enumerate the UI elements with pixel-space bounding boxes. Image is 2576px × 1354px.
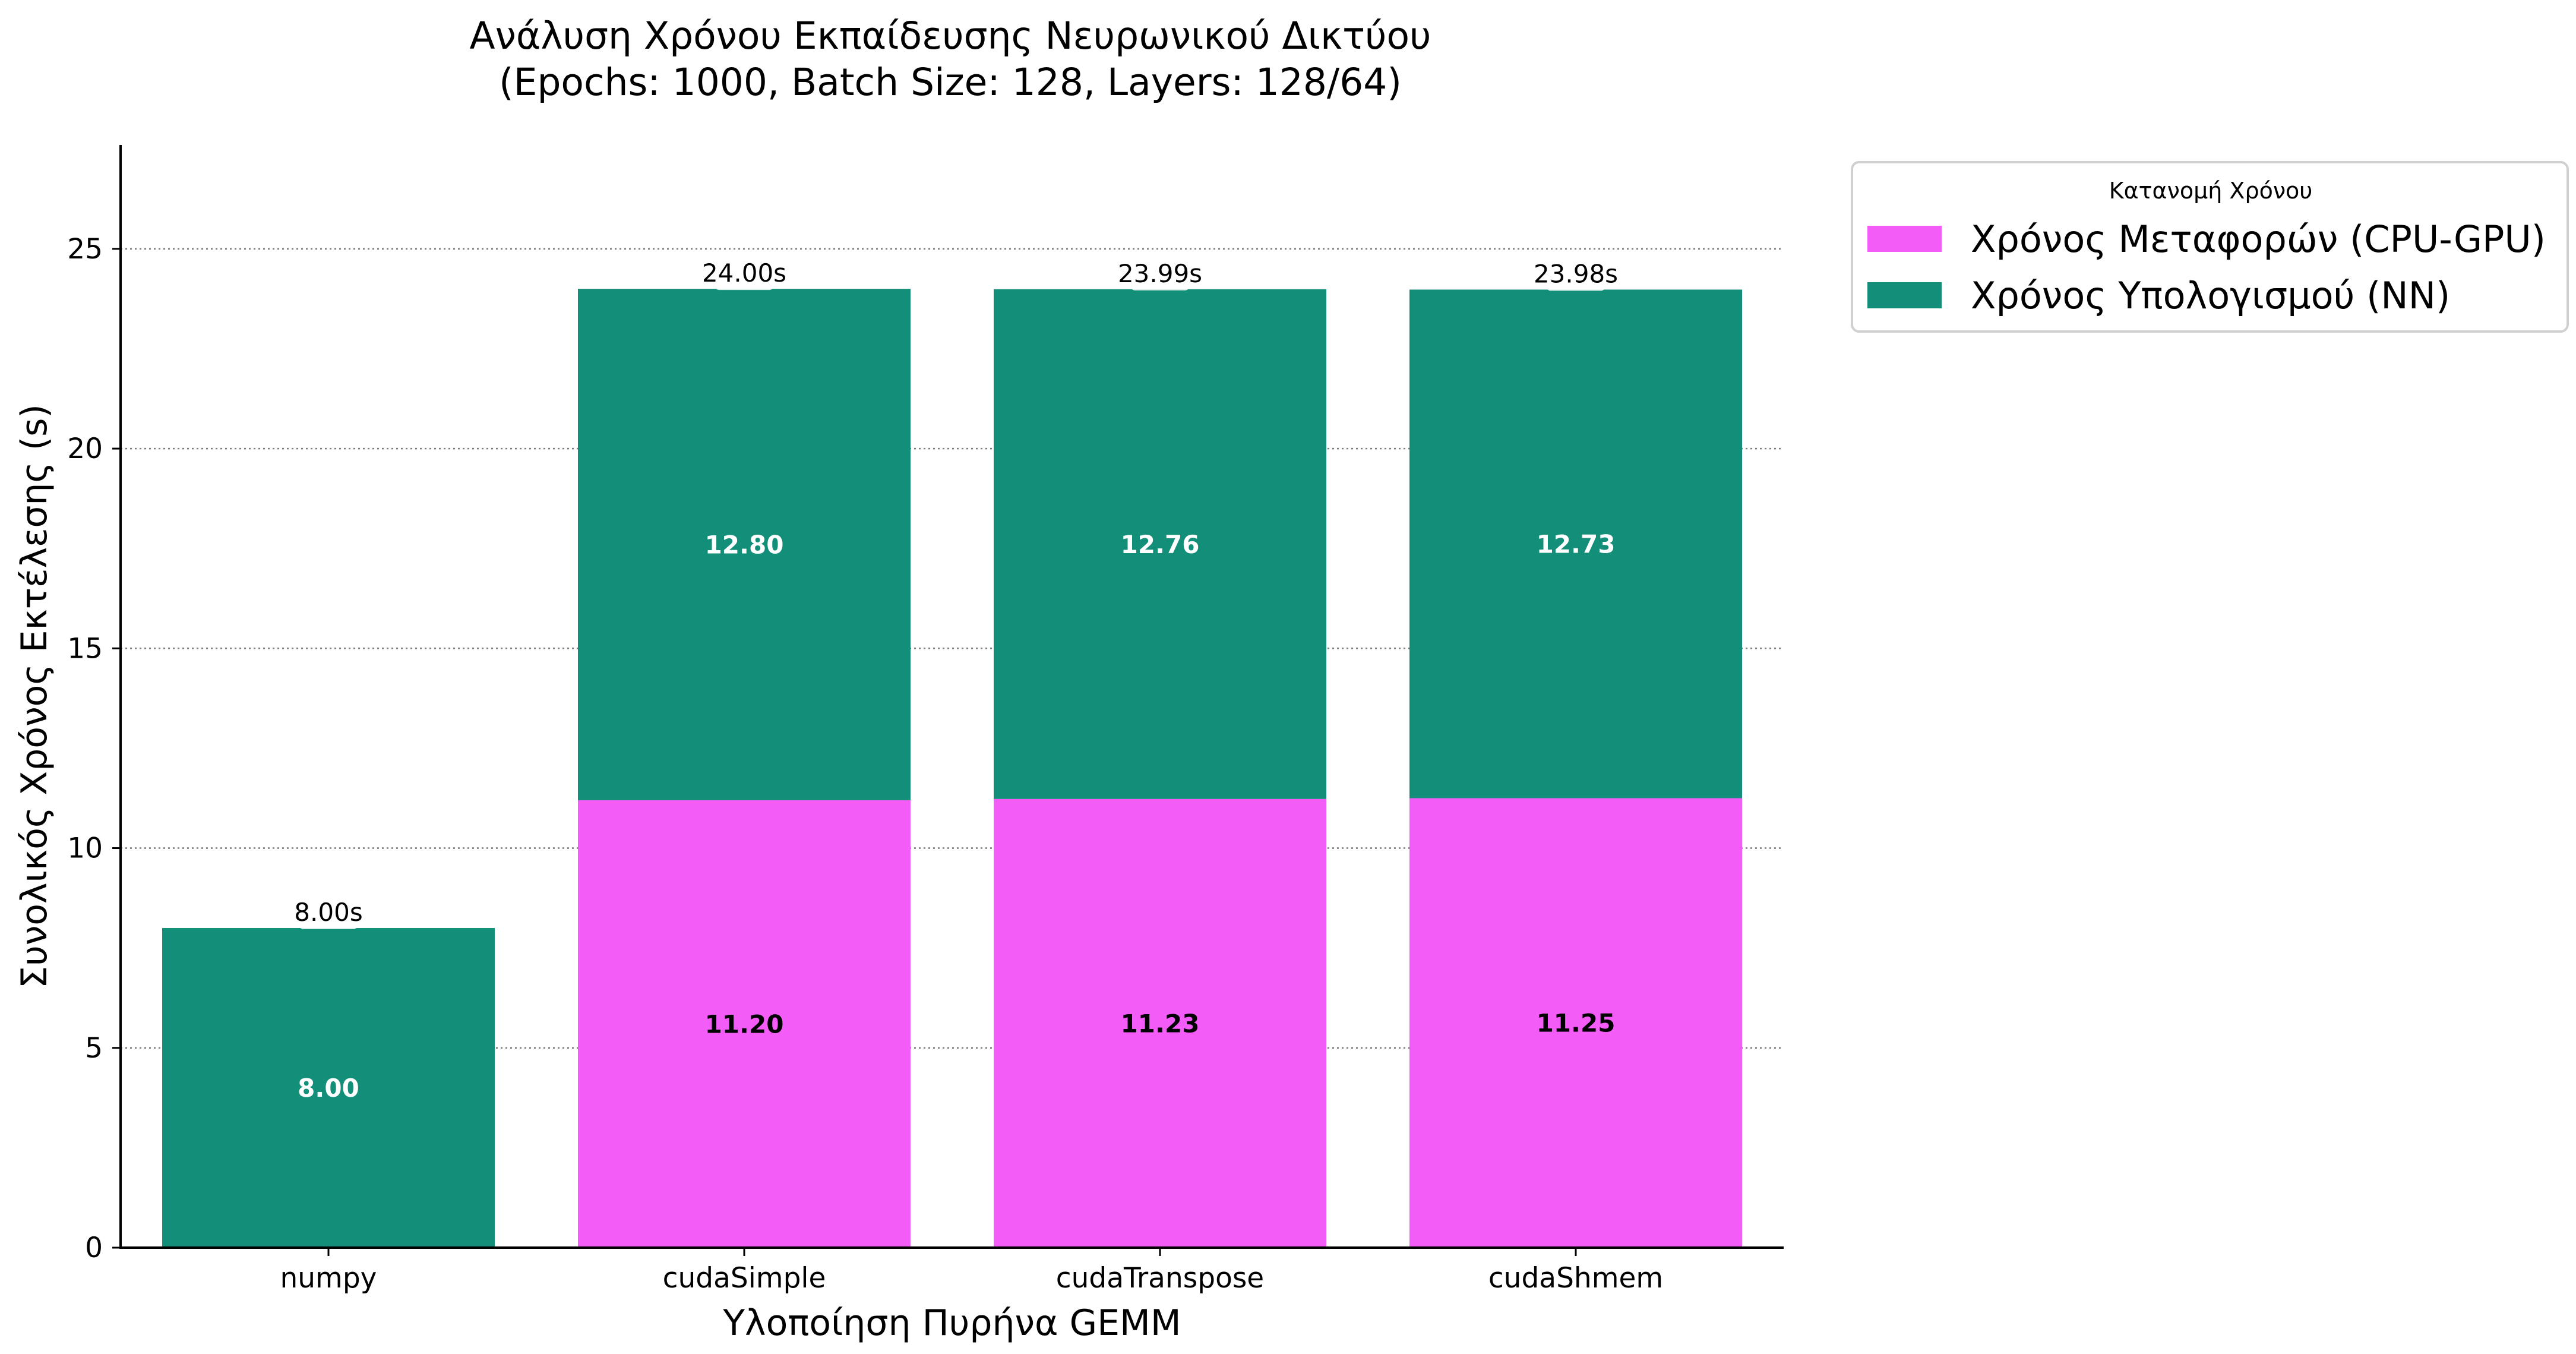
x-tick-label: numpy xyxy=(280,1262,377,1295)
y-tick-label: 15 xyxy=(67,632,103,665)
total-label-numpy: 8.00s xyxy=(294,898,362,927)
total-label-bg-cudaShmem xyxy=(1546,267,1605,291)
total-label-cudaSimple: 24.00s xyxy=(702,258,786,288)
x-tick-label: cudaShmem xyxy=(1488,1262,1663,1295)
segment-label-transfer-cudaTranspose: 11.23 xyxy=(1121,1009,1200,1038)
total-label-bg-cudaSimple xyxy=(715,266,774,291)
legend-label-transfer: Χρόνος Μεταφορών (CPU-GPU) xyxy=(1971,217,2546,261)
bar-labels: 8.00 8.00s 11.20 12.80 24.00s 11.23 12.76 23.99… xyxy=(294,258,1618,1103)
chart-subtitle: (Epochs: 1000, Batch Size: 128, Layers: … xyxy=(499,61,1402,104)
bar-compute-cudaTranspose xyxy=(994,289,1326,799)
segment-label-transfer-cudaSimple: 11.20 xyxy=(705,1009,784,1039)
ticks: 0 5 10 15 20 25 numpy cudaSimple cudaTranspose cu… xyxy=(67,233,1663,1295)
y-tick-label: 5 xyxy=(85,1032,103,1065)
total-label-bg-numpy xyxy=(299,905,358,930)
y-tick-label: 25 xyxy=(67,233,103,266)
y-axis-label: Συνολικός Χρόνος Εκτέλεσης (s) xyxy=(14,404,55,989)
y-tick-label: 10 xyxy=(67,832,103,865)
x-tick-label: cudaSimple xyxy=(663,1262,826,1295)
bar-transfer-cudaShmem xyxy=(1409,798,1742,1248)
bar-transfer-cudaTranspose xyxy=(994,798,1326,1248)
bars xyxy=(162,289,1742,1248)
total-label-cudaShmem: 23.98s xyxy=(1534,259,1618,288)
bar-compute-numpy xyxy=(162,928,495,1248)
legend-swatch-transfer xyxy=(1867,226,1942,252)
segment-label-compute-cudaTranspose: 12.76 xyxy=(1121,530,1200,559)
bar-transfer-cudaSimple xyxy=(578,800,911,1248)
legend-swatch-compute xyxy=(1867,282,1942,308)
bar-compute-cudaSimple xyxy=(578,289,911,800)
legend-title: Κατανομή Χρόνου xyxy=(2109,178,2313,204)
segment-label-compute-numpy: 8.00 xyxy=(298,1074,359,1103)
segment-label-compute-cudaShmem: 12.73 xyxy=(1537,529,1616,558)
total-label-bg-cudaTranspose xyxy=(1130,266,1190,291)
segment-label-compute-cudaSimple: 12.80 xyxy=(705,530,784,559)
bar-compute-cudaShmem xyxy=(1409,289,1742,798)
total-label-cudaTranspose: 23.99s xyxy=(1118,259,1202,288)
legend-frame xyxy=(1851,161,2569,333)
x-tick-label: cudaTranspose xyxy=(1056,1262,1264,1295)
y-tick-label: 20 xyxy=(67,433,103,465)
x-axis-label: Υλοποίηση Πυρήνα GEMM xyxy=(722,1302,1181,1344)
legend: Κατανομή Χρόνου Χρόνος Μεταφορών (CPU-GP… xyxy=(1851,161,2569,333)
legend-label-compute: Χρόνος Υπολογισμού (NN) xyxy=(1971,274,2450,317)
y-tick-label: 0 xyxy=(85,1232,103,1264)
segment-label-transfer-cudaShmem: 11.25 xyxy=(1537,1009,1616,1038)
chart-title: Ανάλυση Χρόνου Εκπαίδευσης Νευρωνικού Δι… xyxy=(470,14,1431,58)
